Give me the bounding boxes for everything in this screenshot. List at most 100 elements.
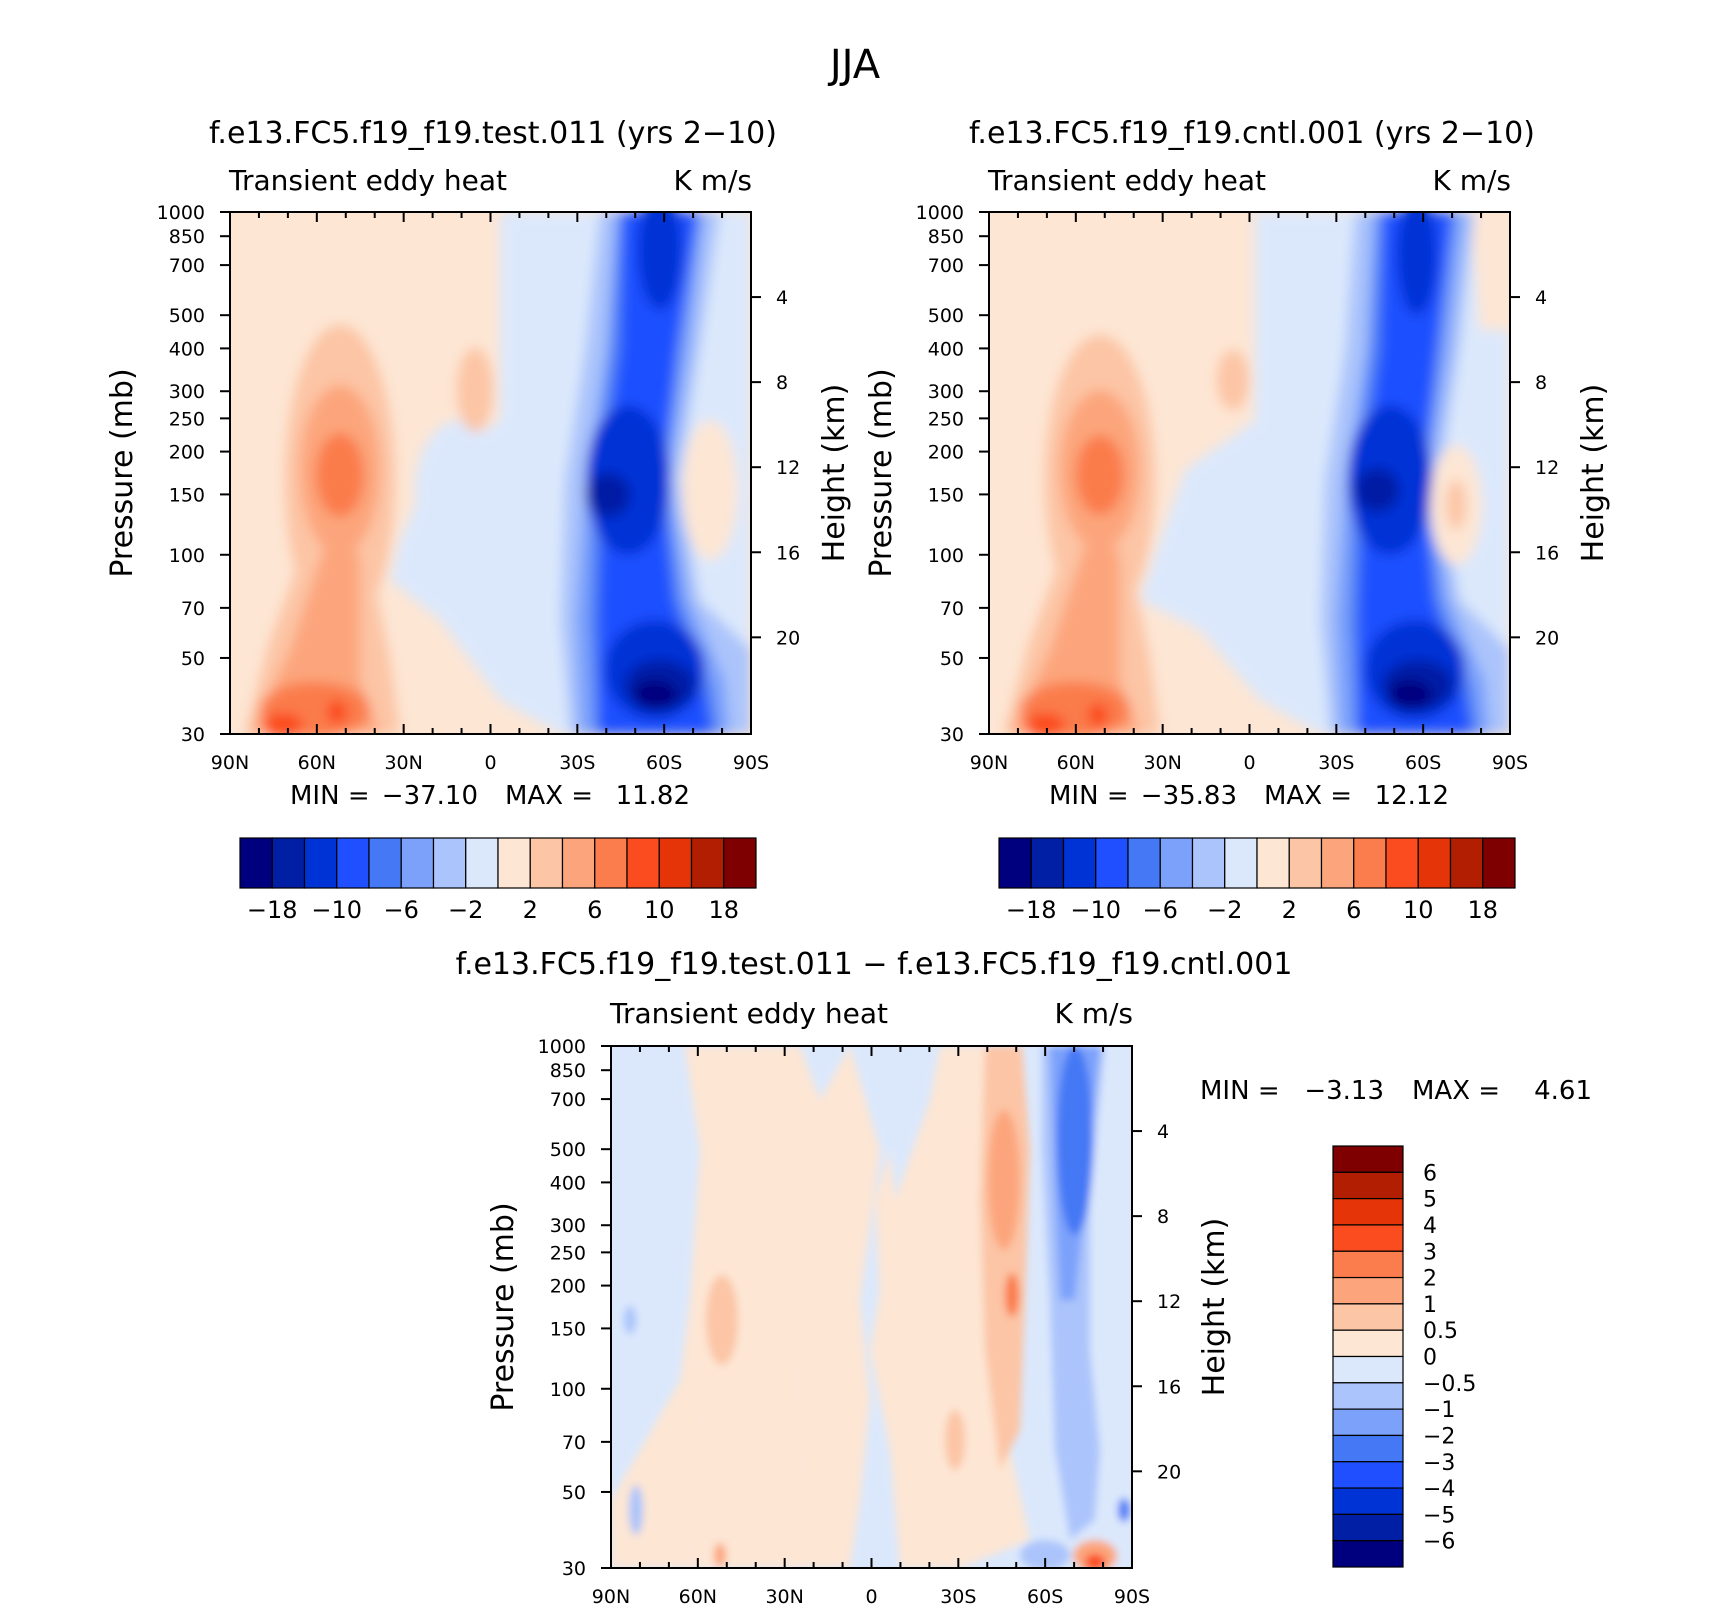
y-tick-label: 400 — [928, 338, 964, 360]
y-axis-label: Pressure (mb) — [105, 368, 140, 577]
colorbar-cell — [303, 837, 338, 889]
contour-field — [611, 1046, 1132, 1568]
contour-field — [230, 212, 751, 734]
contour-region — [629, 1485, 643, 1535]
max-label: MAX = — [1264, 781, 1352, 811]
height-tick-label: 20 — [1157, 1461, 1181, 1483]
colorbar-label: −6 — [1143, 896, 1178, 924]
min-value: −35.83 — [1141, 781, 1237, 811]
colorbar-cell — [1191, 837, 1226, 889]
colorbar: −18 −10 −6 −2 2 6 10 18 — [239, 837, 757, 924]
max-value: 12.12 — [1375, 781, 1449, 811]
variable-label: Transient eddy heat — [609, 997, 888, 1030]
y-tick-label: 700 — [928, 255, 964, 277]
contour-region — [945, 1410, 965, 1470]
colorbar-label: −0.5 — [1423, 1372, 1476, 1397]
y-tick-label: 700 — [169, 255, 205, 277]
y2-axis-label: Height (km) — [1197, 1218, 1232, 1397]
y-tick-label: 30 — [562, 1558, 586, 1580]
y-tick-label: 200 — [550, 1276, 586, 1298]
x-tick-label: 90N — [592, 1586, 630, 1608]
contour-region — [1076, 435, 1124, 515]
panel-title: f.e13.FC5.f19_f19.test.011 (yrs 2−10) — [209, 116, 777, 151]
colorbar-label: −18 — [1006, 896, 1057, 924]
min-label: MIN = — [290, 781, 370, 811]
contour-region — [250, 500, 380, 734]
y-tick-label: 850 — [550, 1060, 586, 1082]
y-tick-label: 1000 — [157, 202, 205, 224]
panel-test: f.e13.FC5.f19_f19.test.011 (yrs 2−10) Tr… — [105, 116, 852, 924]
x-tick-label: 30S — [1318, 752, 1354, 774]
y-tick-label: 30 — [940, 724, 964, 746]
colorbar-label: 10 — [1403, 896, 1434, 924]
max-value: 11.82 — [616, 781, 690, 811]
colorbar-label: 2 — [1423, 1267, 1437, 1292]
colorbar-cell — [1332, 1224, 1404, 1252]
x-tick-label: 30N — [1143, 752, 1181, 774]
y-tick-label: 150 — [169, 484, 205, 506]
colorbar-label: −6 — [384, 896, 419, 924]
y-tick-label: 100 — [928, 545, 964, 567]
y-tick-label: 400 — [550, 1172, 586, 1194]
units-label: K m/s — [1054, 997, 1133, 1030]
colorbar-label: 0.5 — [1423, 1319, 1458, 1344]
contour-region — [1217, 350, 1249, 410]
colorbar-label: −2 — [448, 896, 483, 924]
colorbar-cell — [723, 837, 757, 889]
colorbar-cell — [658, 837, 693, 889]
colorbar-label: −5 — [1423, 1503, 1455, 1528]
colorbar-cell — [239, 837, 273, 889]
colorbar-cell — [1332, 1329, 1404, 1358]
y-tick-label: 700 — [550, 1089, 586, 1111]
colorbar-label: −3 — [1423, 1451, 1455, 1476]
contour-region — [714, 1543, 726, 1567]
colorbar-label: 0 — [1423, 1346, 1437, 1371]
height-tick-label: 20 — [1535, 627, 1559, 649]
colorbar-cell — [1320, 837, 1355, 889]
colorbar-label: −6 — [1423, 1530, 1455, 1555]
x-tick-label: 90N — [211, 752, 249, 774]
units-label: K m/s — [1432, 164, 1511, 197]
colorbar-cell — [626, 837, 660, 889]
colorbar-cell — [1332, 1540, 1404, 1568]
colorbar-label: −1 — [1423, 1398, 1455, 1423]
contour-region — [755, 1046, 880, 1568]
colorbar-cell — [1353, 837, 1387, 889]
colorbar-cell — [1288, 837, 1323, 889]
colorbar-cell — [1256, 837, 1290, 889]
contour-region — [624, 1306, 636, 1334]
colorbar-cell — [1127, 837, 1161, 889]
colorbar-label: 2 — [523, 896, 538, 924]
height-tick-label: 12 — [1535, 457, 1559, 479]
colorbar-cell — [1449, 837, 1484, 889]
height-tick-label: 16 — [776, 542, 800, 564]
colorbar: −18 −10 −6 −2 2 6 10 18 — [998, 837, 1516, 924]
max-label: MAX = — [505, 781, 593, 811]
y-tick-label: 300 — [169, 381, 205, 403]
colorbar-cell — [594, 837, 628, 889]
colorbar-cell — [1332, 1434, 1404, 1463]
y-tick-label: 500 — [169, 305, 205, 327]
contour-region — [327, 700, 347, 724]
colorbar-cell — [1332, 1408, 1404, 1437]
height-tick-label: 4 — [1535, 287, 1547, 309]
colorbar-label: −18 — [247, 896, 298, 924]
colorbar-cell — [1332, 1487, 1404, 1515]
colorbar-label: 6 — [587, 896, 602, 924]
y-tick-label: 300 — [928, 381, 964, 403]
panel-title: f.e13.FC5.f19_f19.test.011 − f.e13.FC5.f… — [456, 947, 1293, 982]
colorbar-label: 3 — [1423, 1240, 1437, 1265]
units-label: K m/s — [673, 164, 752, 197]
contour-region — [1475, 212, 1510, 330]
colorbar-cell — [1332, 1355, 1404, 1384]
colorbar-cell — [1332, 1303, 1404, 1331]
contour-region — [1005, 1273, 1019, 1317]
y-axis-label: Pressure (mb) — [486, 1202, 521, 1411]
contour-region — [685, 1046, 810, 1568]
contour-region — [1025, 713, 1065, 734]
x-tick-label: 90S — [1492, 752, 1528, 774]
y-tick-label: 150 — [550, 1318, 586, 1340]
height-tick-label: 4 — [776, 287, 788, 309]
